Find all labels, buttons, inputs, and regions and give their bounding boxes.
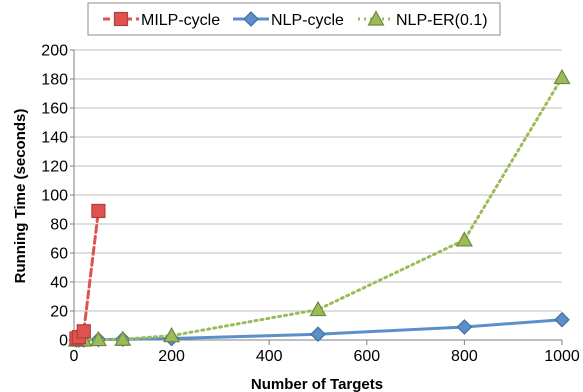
data-point-milp-cycle — [91, 203, 106, 219]
legend-label-nlp-er-0-1: NLP-ER(0.1) — [396, 12, 488, 29]
x-axis-title: Number of Targets — [251, 376, 383, 392]
y-tick-label: 40 — [50, 275, 68, 292]
legend-label-milp-cycle: MILP-cycle — [141, 12, 220, 29]
legend-box — [87, 2, 501, 36]
series-layer — [67, 68, 571, 348]
data-point-nlp-er-0-1 — [455, 231, 473, 247]
data-point-nlp-cycle — [310, 326, 326, 343]
y-tick-label: 180 — [41, 72, 68, 89]
y-tick-label: 100 — [41, 188, 68, 205]
x-tick-label: 0 — [70, 348, 79, 365]
x-tick-labels: 0 200 400 600 800 1000 — [70, 348, 580, 365]
y-tick-label: 60 — [50, 246, 68, 263]
y-tick-label: 140 — [41, 130, 68, 147]
data-point-nlp-er-0-1 — [163, 326, 181, 343]
x-tick-label: 600 — [353, 348, 380, 365]
data-point-nlp-cycle — [456, 319, 473, 335]
legend-label-nlp-cycle: NLP-cycle — [271, 12, 344, 29]
y-tick-label: 120 — [41, 159, 68, 176]
legend-marker-nlp-er-0-1 — [367, 10, 385, 26]
y-tick-label: 80 — [50, 217, 68, 234]
y-axis-title: Running Time (seconds) — [12, 109, 29, 284]
y-tick-label: 0 — [59, 333, 68, 350]
x-tick-label: 1000 — [544, 348, 580, 365]
x-tick-label: 400 — [256, 348, 283, 365]
data-point-nlp-cycle — [554, 311, 570, 328]
data-point-nlp-er-0-1 — [553, 68, 571, 85]
data-point-nlp-er-0-1 — [114, 330, 132, 346]
legend-marker-milp-cycle — [113, 11, 129, 27]
y-tick-labels: 0 20 40 60 80 100 120 140 160 180 200 — [41, 43, 68, 350]
y-tick-label: 20 — [50, 304, 68, 321]
series-milp-cycle — [69, 203, 106, 346]
data-point-nlp-er-0-1 — [89, 330, 107, 347]
legend-marker-nlp-cycle — [243, 11, 259, 27]
y-tick-label: 160 — [41, 101, 68, 118]
x-tick-label: 800 — [451, 348, 478, 365]
legend: MILP-cycle NLP-cycle NLP-ER(0.1) — [87, 2, 501, 36]
gridlines — [74, 49, 562, 312]
data-point-milp-cycle — [76, 324, 91, 339]
x-tick-label: 200 — [158, 348, 185, 365]
y-tick-label: 200 — [41, 43, 68, 60]
data-point-nlp-er-0-1 — [309, 300, 327, 317]
